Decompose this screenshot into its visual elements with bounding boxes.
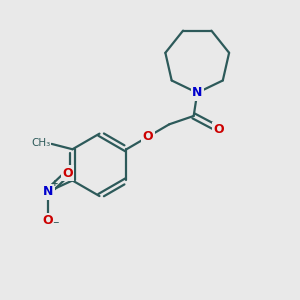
Text: +: + <box>51 179 58 188</box>
Text: N: N <box>192 86 202 99</box>
Text: CH₃: CH₃ <box>31 138 50 148</box>
Text: O: O <box>142 130 153 143</box>
Text: O: O <box>43 214 53 227</box>
Text: O: O <box>62 167 73 180</box>
Text: ⁻: ⁻ <box>52 219 59 232</box>
Text: O: O <box>213 123 224 136</box>
Text: N: N <box>43 185 53 198</box>
